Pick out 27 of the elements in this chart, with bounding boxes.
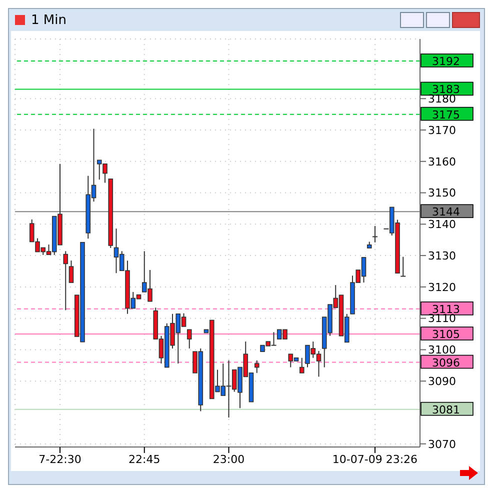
candlestick [186, 329, 192, 349]
candlestick [68, 260, 74, 284]
y-tick-label: 3140 [428, 218, 456, 232]
ref-line-label: 3144 [432, 206, 460, 219]
candlestick [299, 357, 304, 374]
x-tick-label: 23:00 [212, 452, 245, 466]
x-tick-label: 22:45 [128, 452, 160, 466]
x-tick-label: 7-22:30 [38, 452, 82, 466]
y-tick-label: 3090 [428, 374, 456, 388]
ref-line-label: 3096 [432, 356, 460, 370]
ref-line-label: 3192 [432, 54, 460, 68]
ref-line-label: 3175 [432, 108, 460, 122]
y-tick-label: 3150 [428, 186, 456, 200]
ref-line-label: 3081 [432, 403, 460, 416]
y-tick-label: 3070 [428, 438, 456, 451]
x-tick-label: 10-07-09 23:26 [332, 452, 418, 466]
candlestick [400, 256, 406, 277]
y-tick-label: 3130 [428, 249, 456, 262]
candlestick [254, 360, 260, 374]
y-tick-label: 3170 [428, 124, 456, 137]
chart-title: 1 Min [30, 12, 68, 30]
candlestick [372, 226, 378, 243]
y-tick-label: 3120 [428, 280, 456, 294]
candlestick [63, 250, 68, 311]
y-tick-label: 3160 [428, 155, 456, 168]
ref-line-label: 3105 [432, 328, 460, 342]
y-tick-label: 3100 [428, 344, 456, 357]
